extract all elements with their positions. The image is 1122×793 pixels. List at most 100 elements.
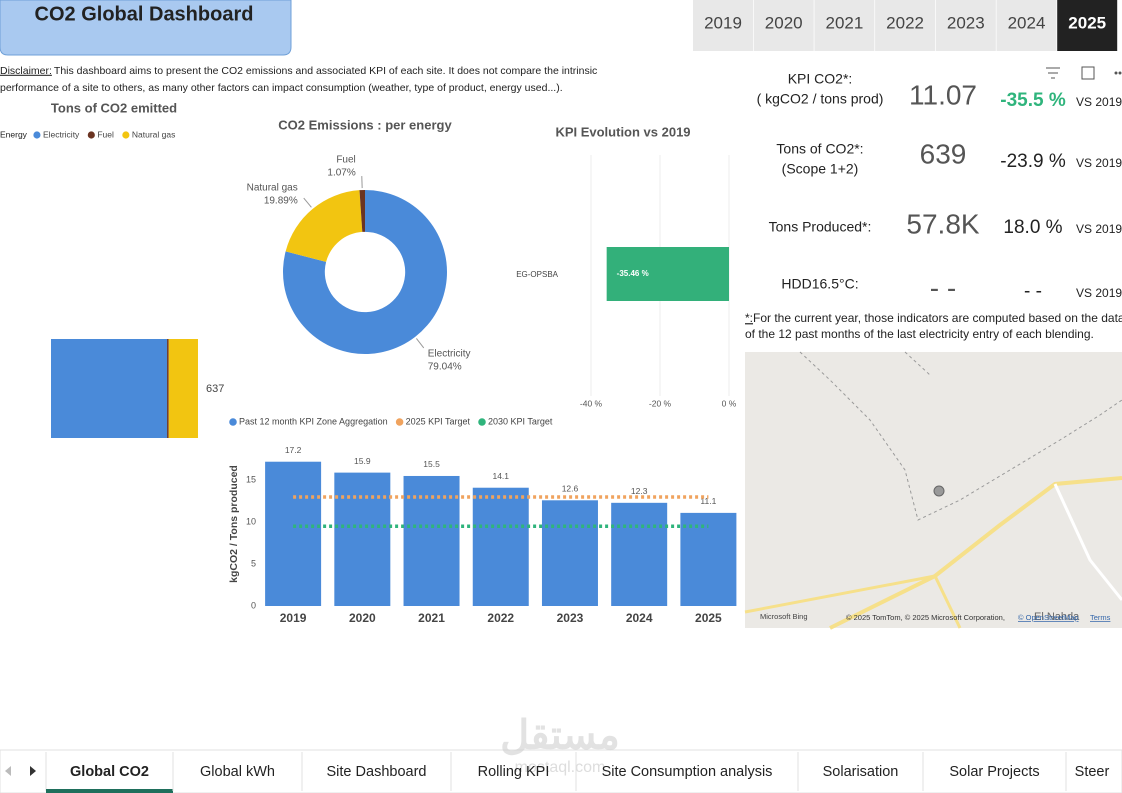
year-tab[interactable] [1057, 0, 1118, 51]
page-tab[interactable]: Global kWh [200, 764, 275, 780]
more-icon[interactable] [1118, 71, 1122, 75]
map-terms-link[interactable]: Terms [1090, 613, 1111, 622]
watermark: mostaql.com [515, 759, 606, 776]
legend-label: 2025 KPI Target [406, 416, 471, 426]
legend-label: 2030 KPI Target [488, 416, 553, 426]
legend-swatch [87, 131, 95, 139]
year-tab-label[interactable]: 2019 [704, 13, 742, 32]
map [744, 351, 1122, 630]
year-tab-label[interactable]: 2024 [1008, 13, 1046, 32]
y-tick-label: 15 [246, 475, 256, 485]
page-tab[interactable]: Rolling KPI [478, 764, 550, 780]
legend-title: Energy [0, 129, 28, 139]
map-road [1053, 483, 1122, 601]
page-tab-bar [0, 749, 1122, 793]
donut-slice [285, 190, 363, 262]
map-osm-link[interactable]: © OpenStreetMap [1018, 613, 1079, 622]
dashboard-title: CO2 Global Dashboard [35, 3, 254, 25]
bar [265, 461, 322, 606]
kpi-label: KPI CO2*: [788, 71, 853, 87]
kpi-vs: VS 2019 [1076, 286, 1122, 300]
legend-label: Electricity [43, 129, 80, 139]
bar-value-label: -35.46 % [617, 269, 649, 278]
kpi-change: -35.5 % [1000, 90, 1066, 111]
kpi-vs: VS 2019 [1076, 95, 1122, 109]
map-attribution: © 2025 TomTom, © 2025 Microsoft Corporat… [846, 613, 1005, 622]
legend-label: Fuel [97, 129, 114, 139]
donut-slice [359, 190, 365, 232]
map-provider: Microsoft Bing [760, 612, 808, 621]
year-tab-label[interactable]: 2025 [1068, 13, 1106, 32]
filter-icon[interactable] [1046, 67, 1060, 79]
bar-value-label: 15.5 [423, 459, 440, 469]
bar-value-label: 17.2 [285, 445, 302, 455]
legend-swatch [33, 131, 41, 139]
page-tab[interactable]: Site Consumption analysis [602, 764, 773, 780]
chart-title: KPI Evolution vs 2019 [555, 124, 690, 139]
x-tick-label: -20 % [649, 398, 672, 408]
leader-line [416, 338, 425, 349]
x-tick-label: 2022 [487, 611, 514, 625]
visual-icons [1046, 66, 1122, 80]
year-tab[interactable] [814, 0, 875, 51]
kpi-change: -23.9 % [1000, 151, 1066, 172]
footnote-text: of the 12 past months of the last electr… [745, 327, 1094, 341]
page-tab[interactable]: Site Dashboard [327, 764, 427, 780]
map-road [829, 476, 1122, 630]
bar [606, 247, 729, 301]
chart-title: CO2 Emissions : per energy [278, 117, 452, 132]
chart-title: Tons of CO2 emitted [51, 100, 177, 115]
nav-prev[interactable] [5, 766, 11, 776]
map-pin[interactable] [933, 485, 945, 497]
year-tab[interactable] [875, 0, 936, 51]
kpi-value: 639 [920, 138, 967, 169]
page-tab[interactable]: Solar Projects [949, 764, 1039, 780]
map-place: El Nahda [1034, 611, 1080, 623]
year-tab[interactable] [996, 0, 1057, 51]
focus-icon[interactable] [1081, 66, 1095, 80]
year-tab[interactable] [693, 0, 753, 51]
kpi-change: 18.0 % [1003, 217, 1062, 238]
x-tick-label: 2020 [349, 611, 376, 625]
nav-next[interactable] [30, 766, 36, 776]
y-tick-label: 0 [251, 600, 256, 610]
bar [680, 512, 737, 606]
page-tab[interactable]: Steer [1075, 764, 1110, 780]
bar [472, 487, 529, 606]
kpi-vs: VS 2019 [1076, 156, 1122, 170]
x-tick-label: -40 % [580, 398, 603, 408]
slice-label: Natural gas [247, 183, 298, 194]
year-tab-label[interactable]: 2021 [825, 13, 863, 32]
year-tab[interactable] [753, 0, 814, 51]
x-tick-label: 2021 [418, 611, 445, 625]
x-tick-label: 0 % [722, 398, 737, 408]
y-tick-label: 5 [251, 558, 256, 568]
year-tab-label[interactable]: 2020 [765, 13, 803, 32]
slice-label: Electricity [428, 349, 471, 360]
year-tab-label[interactable]: 2023 [947, 13, 985, 32]
slice-value-label: 79.04% [428, 362, 462, 373]
page-tab[interactable]: Global CO2 [70, 764, 149, 780]
slice-value-label: 19.89% [264, 196, 298, 207]
map-road [744, 574, 962, 629]
leader-line [303, 197, 312, 208]
category-label: EG-OPSBA [516, 270, 558, 279]
legend-swatch [395, 418, 404, 426]
bar-value-label: 15.9 [354, 456, 371, 466]
more-icon[interactable] [1114, 71, 1118, 75]
year-tab-label[interactable]: 2022 [886, 13, 924, 32]
bar-value-label: 14.1 [492, 471, 509, 481]
kpi-change: - - [1024, 281, 1042, 302]
disclaimer-text: This dashboard aims to present the CO2 e… [54, 65, 597, 77]
year-tab[interactable] [935, 0, 996, 51]
footnote-text: For the current year, those indicators a… [753, 311, 1122, 325]
kpi-label: ( kgCO2 / tons prod) [757, 91, 884, 107]
legend-swatch [229, 418, 237, 426]
slice-value-label: 1.07% [327, 168, 355, 179]
x-tick-label: 2024 [626, 611, 653, 625]
bar-value-label: 12.3 [631, 486, 648, 496]
donut-slice [283, 190, 447, 354]
kpi-value: 57.8K [906, 208, 979, 239]
page-tab[interactable]: Solarisation [823, 764, 899, 780]
